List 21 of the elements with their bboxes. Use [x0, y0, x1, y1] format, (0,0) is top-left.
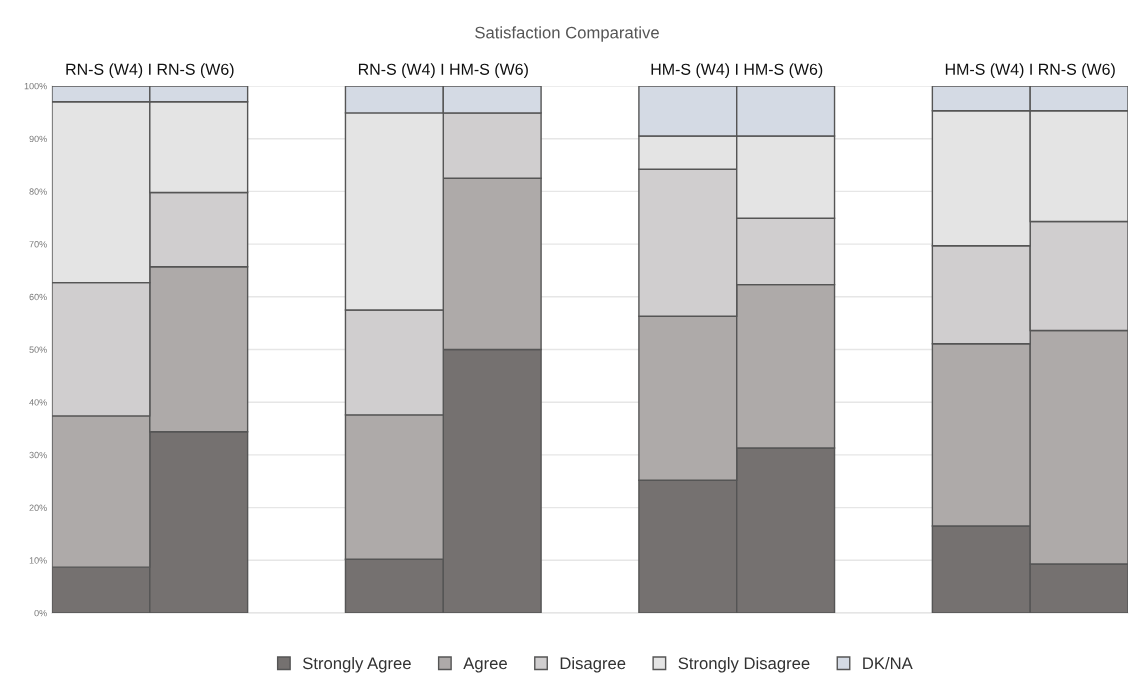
text: RN-S (W4) I RN-S (W6)	[66, 63, 234, 79]
y-tick-label: 20%	[29, 504, 47, 511]
legend-label: Strongly Agree	[302, 656, 411, 673]
y-tick-label: 30%	[29, 451, 47, 459]
y-tick-label: 80%	[29, 188, 47, 195]
y-tick-label: 50%	[29, 346, 47, 353]
y-tick-label: 10%	[29, 557, 47, 564]
text: HM-S (W4) I RN-S (W6)	[945, 63, 1115, 79]
text: HM-S (W4) I HM-S (W6)	[651, 63, 823, 79]
y-tick-label: 70%	[29, 241, 47, 248]
legend-label: DK/NA	[863, 656, 913, 670]
y-tick-label: 100%	[24, 82, 47, 90]
legend-label: Strongly Disagree	[678, 656, 810, 673]
y-tick-label: 90%	[29, 135, 47, 143]
text: RN-S (W4) I HM-S (W6)	[358, 63, 528, 79]
chart-title: Satisfaction Comparative	[475, 26, 659, 42]
y-tick-label: 40%	[29, 399, 47, 406]
legend-label: Disagree	[560, 656, 626, 673]
y-tick-label: 60%	[29, 293, 47, 301]
legend-label: Agree	[463, 657, 507, 673]
y-tick-label: 0%	[34, 609, 47, 617]
